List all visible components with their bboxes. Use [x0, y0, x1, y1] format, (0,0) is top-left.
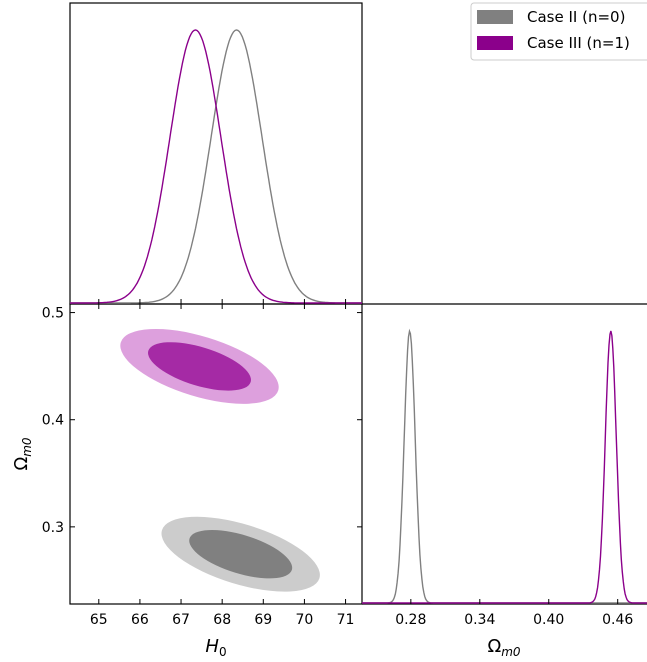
om-x-tick-label-1: 0.34 [464, 612, 495, 628]
om-x-tick-label-0: 0.28 [395, 612, 426, 628]
legend: Case II (n=0) Case III (n=1) [470, 2, 647, 61]
om-curve-series-1 [362, 330, 647, 604]
h0-tick-label-1: 66 [131, 612, 149, 628]
contour-inner-series-0 [189, 530, 293, 579]
tick-labels: 65 66 67 68 69 70 71 0.3 0.4 0.5 0.28 0.34 0.40 0.46 [42, 306, 634, 628]
om-y-tick-label-2: 0.5 [42, 306, 64, 322]
x-axis-label-om: Ωm0 [487, 636, 520, 659]
h0-tick-label-2: 67 [172, 612, 190, 628]
legend-swatch-case-iii [477, 36, 513, 50]
om-x-tick-label-3: 0.46 [602, 612, 633, 628]
legend-box [470, 2, 647, 61]
h0-tick-label-6: 71 [337, 612, 355, 628]
om-y-tick-label-0: 0.3 [42, 520, 64, 536]
h0-tick-label-4: 69 [254, 612, 272, 628]
om-1d-curves [362, 328, 647, 604]
h0-tick-label-5: 70 [295, 612, 313, 628]
om-x-tick-label-2: 0.40 [533, 612, 564, 628]
x-axis-label-h0: H0 [205, 636, 226, 659]
h0-tick-label-3: 68 [213, 612, 231, 628]
h0-curve-series-1 [70, 29, 362, 304]
om-y-tick-label-1: 0.4 [42, 413, 64, 429]
h0-1d-curves [70, 29, 362, 304]
contour-inner-series-1 [148, 342, 251, 391]
h0-1d-panel-frame [69, 2, 363, 305]
contour-panel-frame [69, 303, 363, 605]
tick-marks [70, 299, 619, 604]
legend-label-case-ii: Case II (n=0) [527, 8, 625, 26]
legend-swatch-case-ii [477, 10, 513, 24]
y-axis-label-om: Ωm0 [11, 437, 34, 470]
legend-label-case-iii: Case III (n=1) [527, 34, 630, 52]
h0-tick-label-0: 65 [90, 612, 108, 628]
h0-curve-series-0 [70, 29, 362, 304]
contour-layer [120, 328, 320, 592]
panel-frames [69, 2, 647, 605]
